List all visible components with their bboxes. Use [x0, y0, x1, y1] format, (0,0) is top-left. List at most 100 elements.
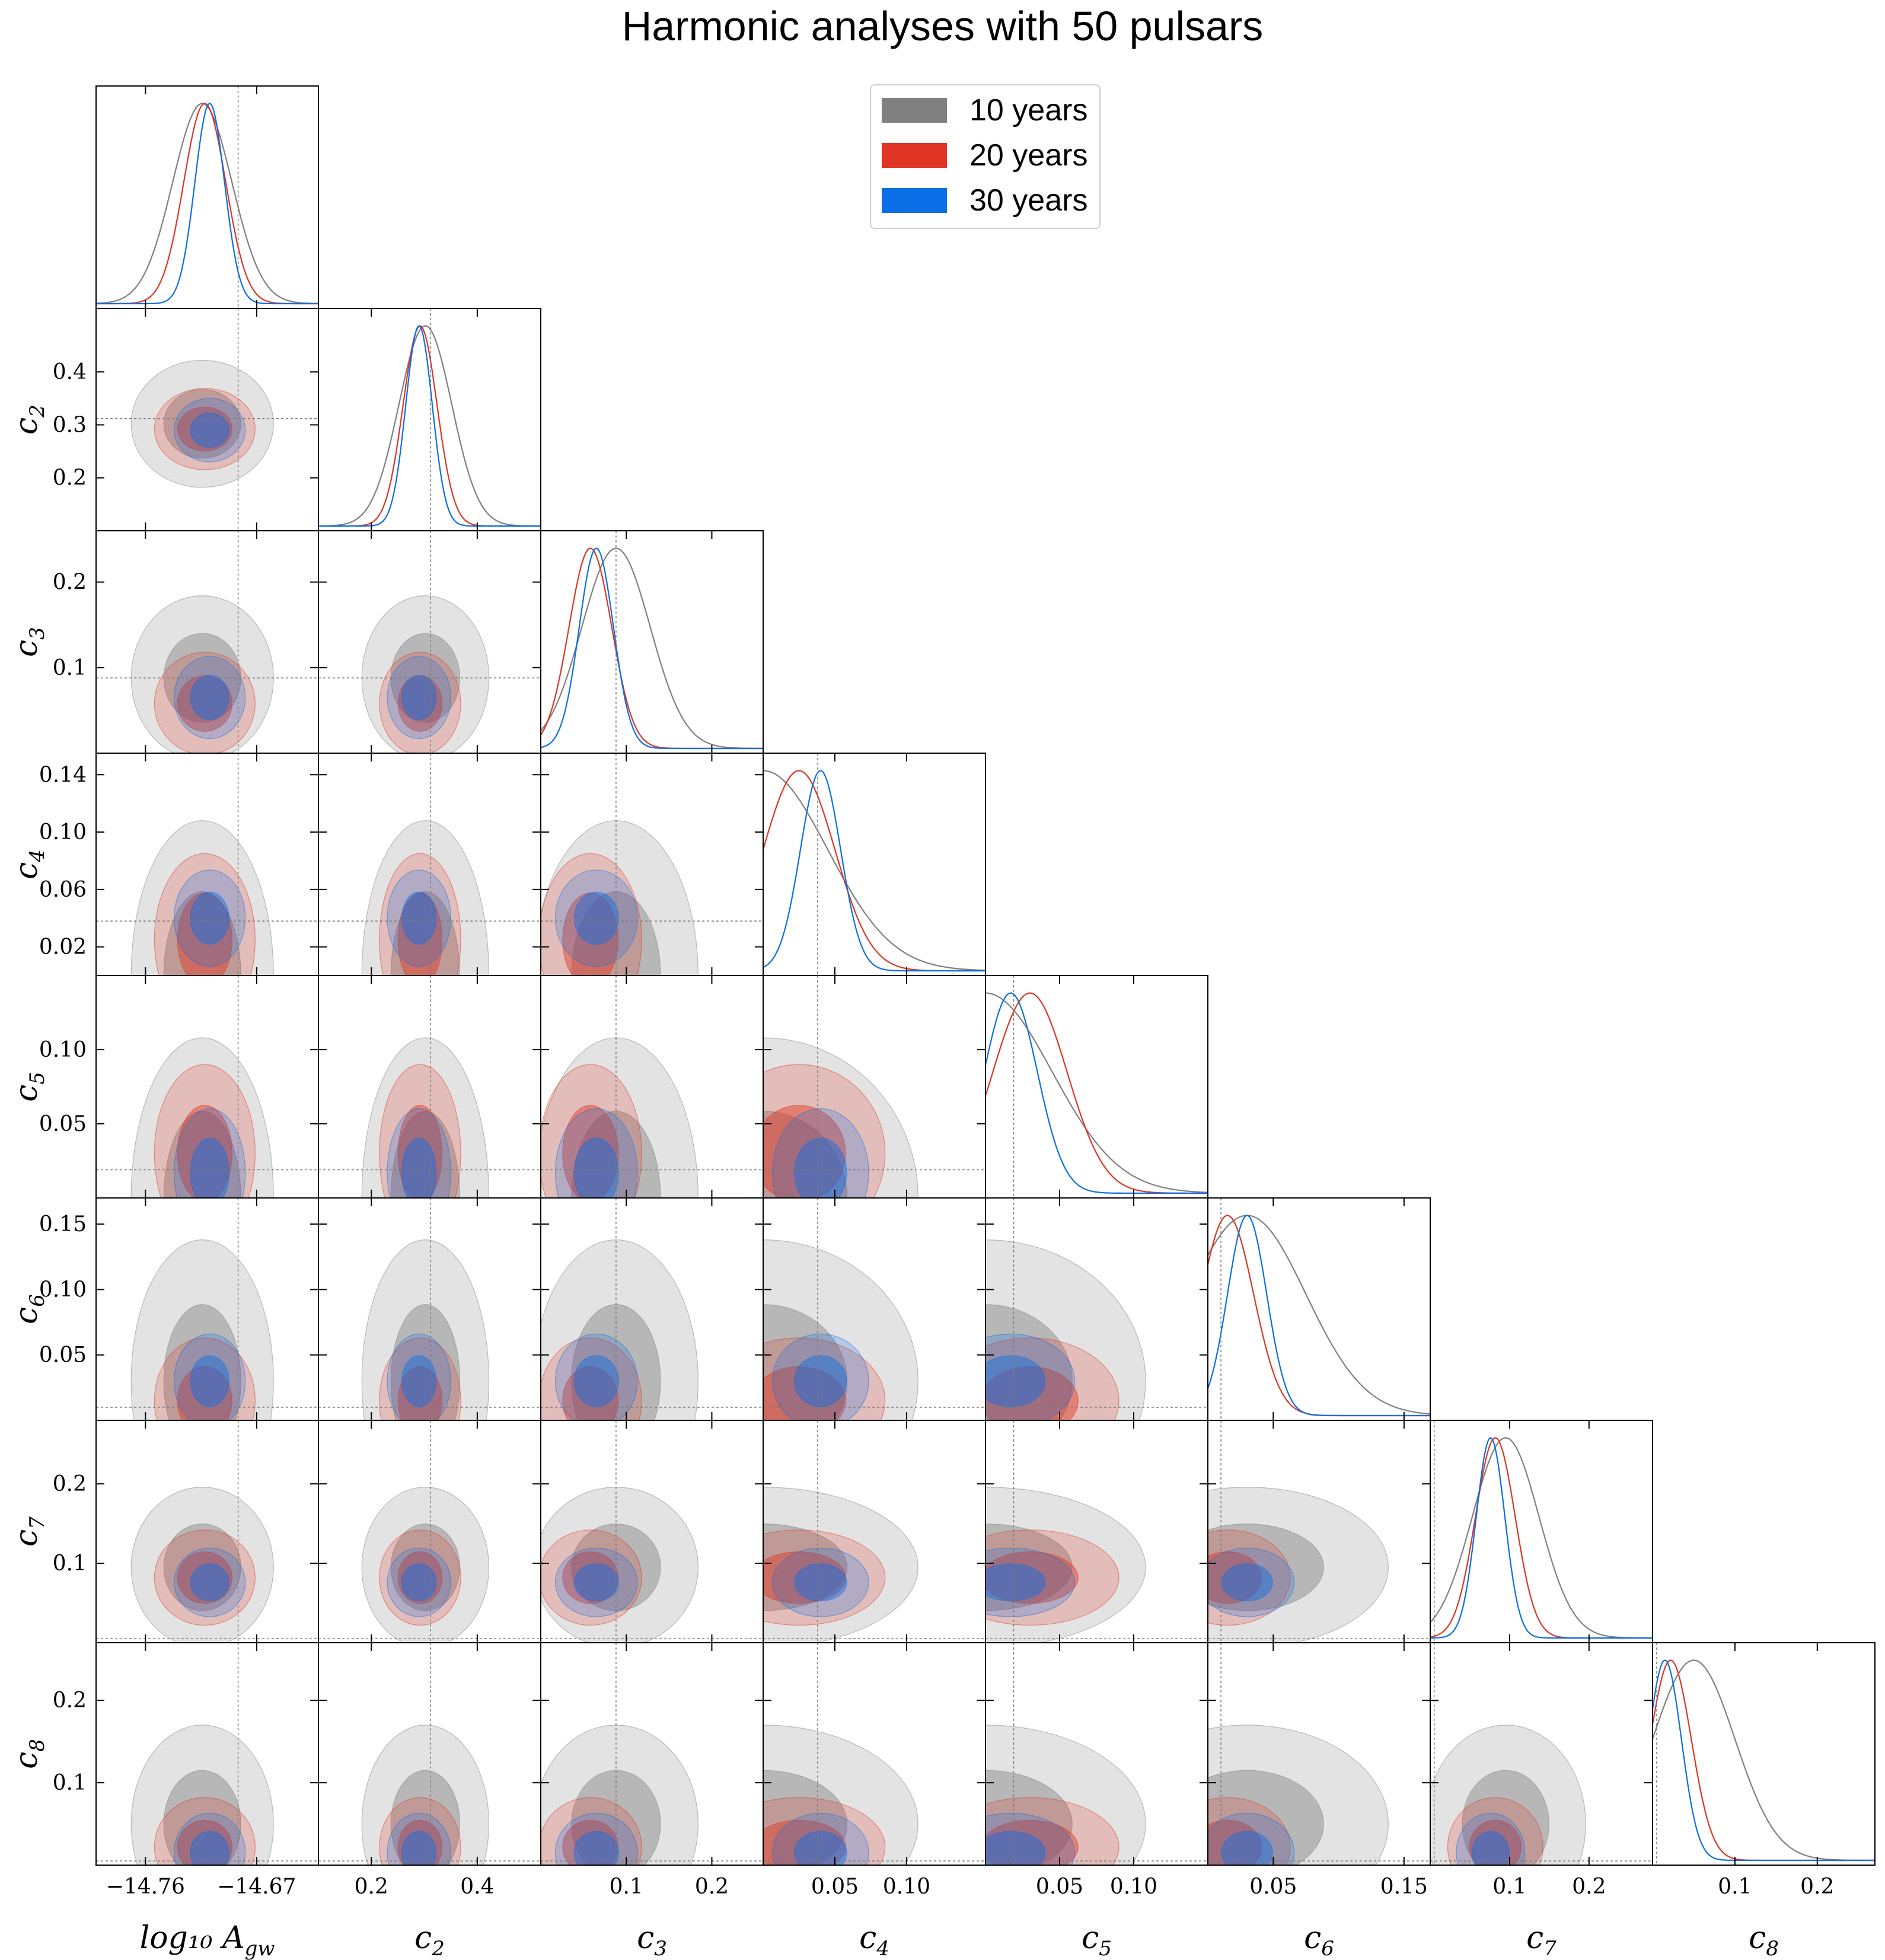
x-axis-label-c6: c6: [1304, 1920, 1334, 1960]
contour-2sigma-20-years: [379, 853, 461, 976]
contour-2sigma-30-years: [985, 1812, 1076, 1865]
y-axis-label-c7: c7: [9, 1516, 49, 1547]
contour-2sigma-10-years: [361, 1037, 490, 1198]
legend-swatch-20-years: [882, 143, 947, 168]
y-tick-label: 0.10: [39, 1277, 87, 1302]
contour-1sigma-10-years: [1208, 1770, 1324, 1865]
legend-item-20-years: 20 years: [882, 138, 1087, 173]
y-axis-label-subscript: 5: [25, 1072, 49, 1085]
x-tick-label: −14.67: [217, 1875, 296, 1899]
x-tick-label: −14.76: [106, 1875, 185, 1899]
x-tick-label: 0.2: [1800, 1875, 1834, 1899]
marginal-curve-30-years: [541, 547, 763, 750]
panel-c4-vs-c3: [541, 753, 763, 976]
panel-c3-vs-c3: [541, 531, 763, 753]
x-tick-label: 0.1: [610, 1875, 643, 1899]
panel-c5-vs-c2: [318, 976, 541, 1198]
contour-1sigma-30-years: [985, 1831, 1046, 1865]
contour-2sigma-20-years: [541, 1064, 642, 1198]
contour-2sigma-30-years: [554, 1108, 638, 1198]
panel-c7-vs-log10_A_gw: [96, 1420, 318, 1643]
contour-1sigma-10-years: [163, 1111, 241, 1198]
panel-c4-vs-log10_A_gw: [96, 753, 318, 976]
contour-2sigma-30-years: [1456, 1812, 1526, 1865]
y-axis-label-c6: c6: [9, 1294, 49, 1324]
panel-c5-vs-log10_A_gw: [96, 976, 318, 1198]
contour-2sigma-10-years: [1208, 1487, 1389, 1643]
contour-1sigma-30-years: [401, 1355, 437, 1407]
panel-c8-vs-c6: [1208, 1643, 1430, 1865]
contour-2sigma-30-years: [387, 656, 451, 740]
x-axis-label-subscript: 6: [1321, 1937, 1334, 1960]
panel-c2-vs-c2: [318, 308, 541, 531]
y-tick-label: 0.10: [39, 1038, 87, 1062]
contour-1sigma-30-years: [794, 1355, 847, 1407]
contour-1sigma-30-years: [573, 1831, 619, 1865]
contour-1sigma-30-years: [190, 1563, 229, 1602]
contour-1sigma-30-years: [573, 1355, 619, 1407]
y-axis-label-subscript: 7: [25, 1516, 49, 1529]
marginal-curve-10-years: [763, 770, 985, 971]
contour-2sigma-30-years: [554, 1333, 638, 1420]
figure-title: Harmonic analyses with 50 pulsars: [621, 3, 1264, 49]
contour-1sigma-20-years: [562, 1105, 619, 1198]
marginal-curve-30-years: [1653, 1659, 1875, 1862]
contour-1sigma-30-years: [1471, 1831, 1510, 1865]
panel-frame: [1430, 1420, 1653, 1643]
contour-1sigma-30-years: [985, 1563, 1046, 1602]
contour-2sigma-30-years: [174, 398, 246, 463]
contour-1sigma-30-years: [401, 891, 437, 945]
y-tick-label: 0.06: [39, 878, 87, 902]
contour-2sigma-20-years: [379, 1337, 461, 1420]
marginal-curve-30-years: [96, 103, 318, 305]
y-tick-label: 0.2: [53, 571, 87, 595]
y-axis-label-subscript: 6: [25, 1294, 49, 1307]
marginal-curve-20-years: [1208, 1215, 1430, 1417]
contour-2sigma-30-years: [387, 1812, 451, 1865]
legend-label-10-years: 10 years: [969, 93, 1088, 128]
contour-1sigma-30-years: [1221, 1831, 1273, 1865]
x-axis-label-c8: c8: [1749, 1920, 1779, 1960]
panel-c2-vs-log10_A_gw: [96, 308, 318, 531]
panel-frame: [1652, 1642, 1876, 1866]
panel-c5-vs-c5: [985, 976, 1208, 1198]
contour-2sigma-30-years: [771, 1108, 869, 1198]
contour-1sigma-10-years: [163, 891, 241, 976]
x-axis-label-subscript: 2: [431, 1937, 445, 1960]
contour-1sigma-20-years: [985, 1551, 1079, 1604]
contour-1sigma-10-years: [163, 1524, 241, 1611]
marginal-curve-20-years: [96, 103, 318, 305]
panel-frame: [985, 975, 1208, 1199]
contour-1sigma-30-years: [190, 1831, 229, 1865]
contour-1sigma-10-years: [985, 1304, 1073, 1420]
panel-c6-vs-log10_A_gw: [96, 1198, 318, 1420]
contour-2sigma-10-years: [985, 1725, 1146, 1865]
x-tick-label: 0.1: [1492, 1875, 1526, 1899]
y-tick-label: 0.02: [39, 935, 87, 960]
panel-c7-vs-c3: [541, 1420, 763, 1643]
y-tick-label: 0.1: [53, 1771, 87, 1795]
contour-2sigma-30-years: [554, 1812, 638, 1865]
contour-1sigma-20-years: [763, 1105, 846, 1198]
panel-frame: [1207, 1197, 1431, 1421]
marginal-curve-20-years: [1653, 1659, 1875, 1862]
marginal-curve-10-years: [541, 547, 763, 750]
y-tick-label: 0.05: [39, 1343, 87, 1368]
contour-2sigma-30-years: [174, 1547, 246, 1617]
x-axis-label-subscript: 5: [1099, 1937, 1112, 1960]
contour-1sigma-30-years: [190, 675, 229, 721]
x-tick-label: 0.05: [811, 1875, 859, 1899]
panel-c8-vs-c7: [1430, 1643, 1653, 1865]
legend-item-10-years: 10 years: [882, 93, 1087, 128]
y-axis-label-c4: c4: [9, 849, 49, 879]
contour-2sigma-20-years: [154, 1797, 256, 1865]
legend-swatch-30-years: [882, 188, 947, 213]
panel-c7-vs-c4: [763, 1420, 985, 1643]
marginal-curve-30-years: [985, 992, 1208, 1194]
contour-2sigma-20-years: [1208, 1529, 1291, 1626]
legend-label-30-years: 30 years: [969, 183, 1088, 218]
contour-1sigma-10-years: [985, 1524, 1073, 1611]
x-tick-label: 0.4: [460, 1875, 494, 1899]
contour-1sigma-30-years: [401, 1831, 437, 1865]
